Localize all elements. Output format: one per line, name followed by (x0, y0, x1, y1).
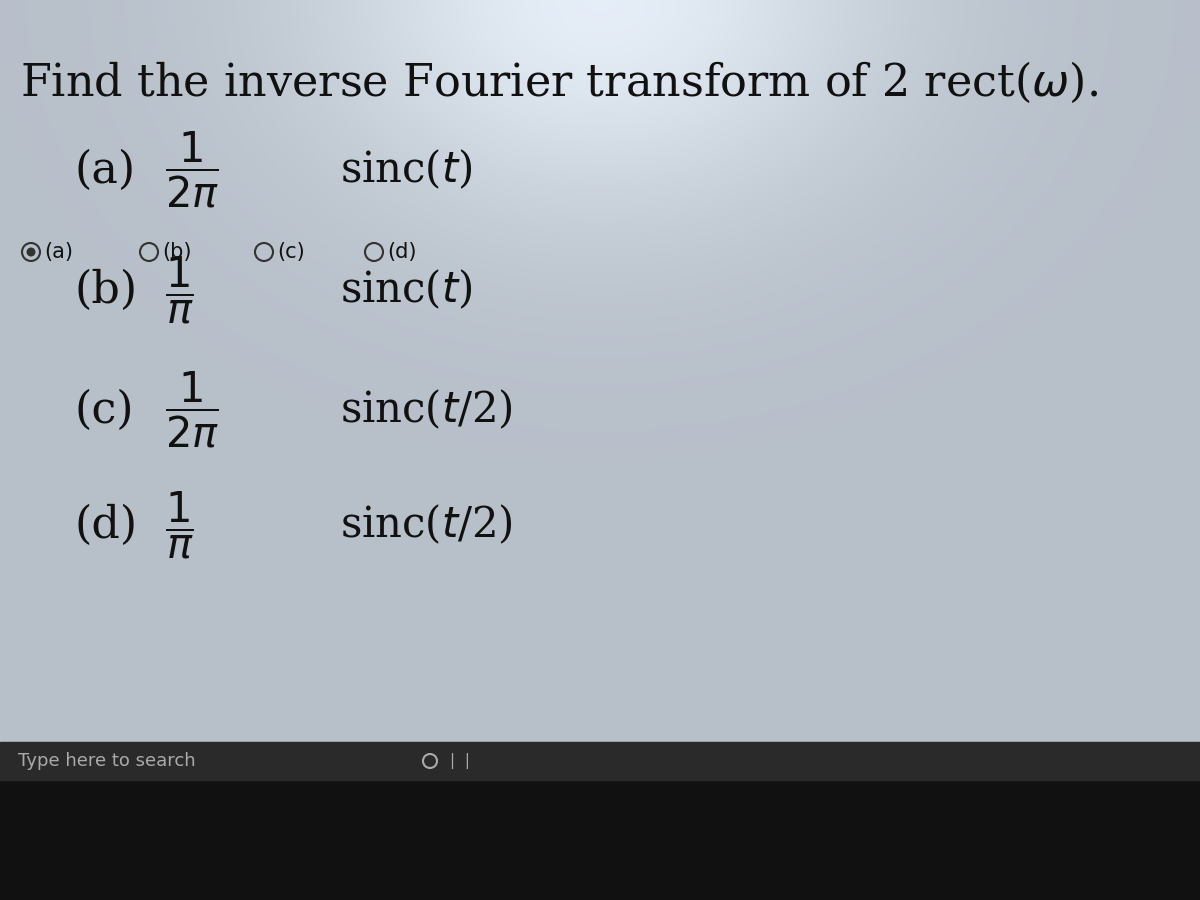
Text: Find the inverse Fourier transform of 2 rect($\omega$).: Find the inverse Fourier transform of 2 … (20, 60, 1098, 105)
Text: (b): (b) (162, 242, 192, 262)
Text: (a): (a) (44, 242, 73, 262)
Text: Type here to search: Type here to search (18, 752, 196, 770)
Text: (d): (d) (386, 242, 416, 262)
Text: (a): (a) (74, 148, 136, 192)
Text: sinc($t$): sinc($t$) (340, 148, 473, 192)
Text: (d): (d) (74, 503, 138, 546)
Text: $\dfrac{1}{π}$: $\dfrac{1}{π}$ (166, 490, 193, 561)
Text: $\dfrac{1}{π}$: $\dfrac{1}{π}$ (166, 255, 193, 326)
Text: sinc($t$/2): sinc($t$/2) (340, 503, 512, 546)
Bar (0, 780, 1200, 900)
Text: sinc($t$/2): sinc($t$/2) (340, 388, 512, 432)
Circle shape (26, 248, 36, 256)
Text: (b): (b) (74, 268, 138, 311)
Bar (0, 742, 1200, 780)
Text: (c): (c) (277, 242, 305, 262)
Text: sinc($t$): sinc($t$) (340, 268, 473, 311)
Text: $\dfrac{1}{2π}$: $\dfrac{1}{2π}$ (166, 130, 220, 210)
Text: |  |: | | (450, 753, 470, 769)
Text: (c): (c) (74, 389, 134, 432)
Text: $\dfrac{1}{2π}$: $\dfrac{1}{2π}$ (166, 370, 220, 450)
